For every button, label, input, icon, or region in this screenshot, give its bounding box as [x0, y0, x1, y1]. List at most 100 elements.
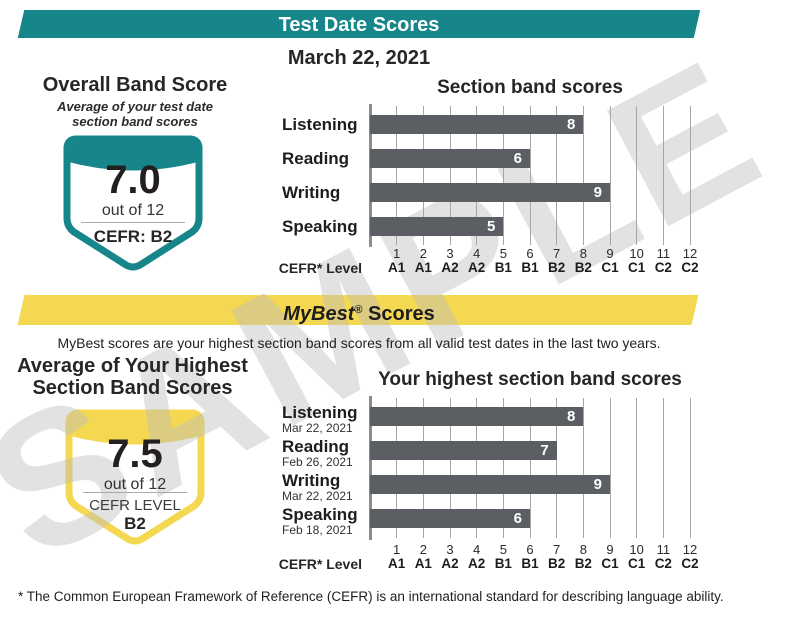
- test-date: March 22, 2021: [287, 47, 431, 69]
- category-name: Speaking: [282, 217, 358, 236]
- mybest-average-title: Average of Your Highest Section Band Sco…: [10, 355, 255, 399]
- cefr-tick-6: B1: [521, 260, 539, 275]
- cefr-tick-7: B2: [548, 260, 566, 275]
- x-tick-6: 6: [526, 542, 534, 557]
- mybest-average-badge: [59, 404, 211, 552]
- bar-speaking: 5: [370, 217, 504, 236]
- cefr-level-axis-label-1: CEFR* Level: [278, 260, 362, 276]
- gridline-5: [502, 106, 504, 245]
- bar-value: 9: [593, 184, 602, 201]
- bar-reading: 7: [370, 441, 557, 460]
- gridline-3: [449, 106, 451, 245]
- cefr-tick-9: C1: [601, 556, 619, 571]
- x-tick-2: 2: [419, 246, 427, 261]
- mybest-title-line-2: Section Band Scores: [32, 377, 233, 399]
- cefr-tick-12: C2: [681, 260, 699, 275]
- x-tick-1: 1: [393, 246, 401, 261]
- bar-value: 9: [593, 476, 602, 493]
- category-name: Reading: [282, 149, 350, 168]
- x-tick-3: 3: [446, 542, 454, 557]
- x-tick-12: 12: [682, 542, 698, 557]
- bar-value: 6: [513, 510, 522, 527]
- x-tick-2: 2: [419, 542, 427, 557]
- bar-reading: 6: [370, 149, 530, 168]
- category-label-writing: Writing Mar 22, 2021: [282, 471, 368, 503]
- cefr-tick-11: C2: [654, 556, 672, 571]
- category-date: Mar 22, 2021: [282, 489, 353, 503]
- cefr-tick-2: A1: [414, 260, 432, 275]
- bar-value: 5: [486, 218, 496, 235]
- x-tick-5: 5: [499, 246, 507, 261]
- cefr-tick-8: B2: [574, 260, 592, 275]
- gridline-6: [529, 398, 531, 538]
- x-tick-8: 8: [579, 542, 587, 557]
- cefr-tick-7: B2: [548, 556, 566, 571]
- mybest-description: MyBest scores are your highest section b…: [57, 335, 661, 351]
- gridline-12: [689, 106, 691, 245]
- category-date: Mar 22, 2021: [282, 421, 353, 435]
- yellow-shield-icon: [65, 409, 205, 545]
- cefr-tick-5: B1: [494, 556, 512, 571]
- bar-value: 8: [566, 408, 576, 425]
- cefr-tick-4: A2: [468, 260, 486, 275]
- cefr-level-axis-label-2: CEFR* Level: [278, 556, 362, 572]
- cefr-tick-1: A1: [388, 260, 406, 275]
- gridline-3: [449, 398, 451, 538]
- cefr-tick-6: B1: [521, 556, 539, 571]
- category-name: Listening: [282, 115, 358, 134]
- cefr-tick-3: A2: [441, 260, 459, 275]
- cefr-tick-4: A2: [468, 556, 486, 571]
- category-label-writing: Writing: [282, 183, 368, 202]
- cefr-footnote: * The Common European Framework of Refer…: [18, 589, 724, 604]
- category-name: Writing: [282, 471, 341, 490]
- category-name: Speaking: [282, 505, 358, 524]
- y-axis-line: [368, 104, 372, 247]
- x-tick-9: 9: [606, 246, 614, 261]
- gridline-5: [502, 398, 504, 538]
- bar-value: 7: [540, 442, 549, 459]
- mybest-banner-title: MyBest® Scores: [0, 297, 718, 328]
- category-name: Writing: [282, 183, 341, 202]
- registered-trademark-icon: ®: [354, 304, 363, 316]
- mybest-banner-rest: Scores: [362, 303, 435, 325]
- bar-writing: 9: [370, 183, 610, 202]
- bar-listening: 8: [370, 407, 584, 426]
- x-tick-4: 4: [473, 542, 481, 557]
- category-label-speaking: Speaking Feb 18, 2021: [282, 505, 368, 537]
- cefr-tick-10: C1: [628, 260, 646, 275]
- cefr-tick-2: A1: [414, 556, 432, 571]
- x-tick-3: 3: [446, 246, 454, 261]
- mybest-wordmark: MyBest: [283, 303, 355, 325]
- x-tick-10: 10: [629, 542, 644, 557]
- x-tick-6: 6: [526, 246, 534, 261]
- x-tick-7: 7: [553, 542, 561, 557]
- cefr-tick-8: B2: [574, 556, 592, 571]
- gridline-1: [396, 106, 398, 245]
- x-tick-11: 11: [656, 246, 671, 261]
- bar-value: 6: [513, 150, 522, 167]
- gridline-7: [556, 398, 558, 538]
- category-name: Reading: [282, 437, 350, 456]
- gridline-4: [476, 106, 478, 245]
- cefr-tick-12: C2: [681, 556, 699, 571]
- gridline-8: [582, 398, 584, 538]
- cefr-tick-11: C2: [654, 260, 672, 275]
- overall-band-score-badge: [57, 130, 209, 278]
- bar-speaking: 6: [370, 509, 530, 528]
- bar-listening: 8: [370, 115, 584, 134]
- test-date-banner-title: Test Date Scores: [278, 14, 440, 36]
- category-date: Feb 26, 2021: [282, 455, 353, 469]
- category-label-listening: Listening Mar 22, 2021: [282, 403, 368, 435]
- cefr-tick-5: B1: [494, 260, 512, 275]
- category-label-speaking: Speaking: [282, 217, 368, 236]
- gridline-10: [636, 398, 638, 538]
- gridline-8: [582, 106, 584, 245]
- gridline-10: [636, 106, 638, 245]
- gridline-11: [662, 106, 664, 245]
- subtitle-line-2: section band scores: [72, 114, 198, 129]
- teal-shield-icon: [63, 135, 203, 271]
- overall-band-score-subtitle: Average of your test date section band s…: [25, 99, 245, 129]
- category-date: Feb 18, 2021: [282, 523, 353, 537]
- mybest-title-line-1: Average of Your Highest: [17, 355, 248, 377]
